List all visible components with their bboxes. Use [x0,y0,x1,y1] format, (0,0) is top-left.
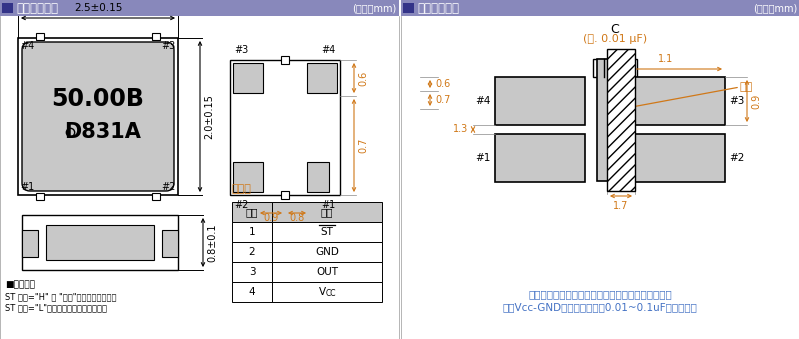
Bar [0,0,399,16]
Text: 0.8: 0.8 [289,213,304,223]
Text: (单位：mm): (单位：mm) [352,3,396,13]
Text: 2: 2 [248,247,256,257]
Text: 2.0±0.15: 2.0±0.15 [204,94,214,139]
Text: 3: 3 [248,267,256,277]
Bar [230,60,340,195]
Bar [22,230,38,257]
Text: 连接: 连接 [320,207,333,217]
Text: 1.3: 1.3 [453,124,468,135]
Text: 0.7: 0.7 [358,138,368,153]
Bar [635,77,725,125]
Text: #3: #3 [161,41,176,51]
Text: ST 引脚="L"：输出为高阻抗，振荡停止: ST 引脚="L"：输出为高阻抗，振荡停止 [5,303,107,312]
Bar [272,202,382,222]
Bar [595,62,611,74]
Bar [281,191,289,199]
Bar [272,242,382,262]
Text: #1: #1 [20,182,34,192]
Text: 0.6: 0.6 [358,71,368,86]
Bar [232,282,272,302]
Text: 50.00B: 50.00B [52,87,145,111]
Text: D831A: D831A [65,122,141,142]
Bar [233,63,263,93]
Text: #2: #2 [729,153,745,163]
Text: #3: #3 [234,45,248,55]
Bar [619,62,635,74]
Bar [495,77,585,125]
Text: #1: #1 [475,153,491,163]
Text: #2: #2 [234,200,248,210]
Text: 引脚: 引脚 [246,207,258,217]
FancyBboxPatch shape [22,42,174,191]
Text: 1.7: 1.7 [614,201,629,211]
Text: OUT: OUT [316,267,338,277]
Bar [232,242,272,262]
Text: CC: CC [326,290,336,299]
Bar [597,59,627,181]
Text: 推荐焊盘尺寸: 推荐焊盘尺寸 [417,1,459,15]
Text: #1: #1 [322,200,336,210]
Bar [46,225,154,260]
Bar [272,222,382,242]
Text: ST 引脚="H" 或 "打开"：指定的频率输出: ST 引脚="H" 或 "打开"：指定的频率输出 [5,292,117,301]
Text: #4: #4 [20,41,34,51]
Bar [281,56,289,64]
Text: 引脚图: 引脚图 [232,184,252,194]
Text: #4: #4 [475,96,491,106]
Bar [233,162,263,192]
Bar [272,262,382,282]
Text: 外部尺寸规格: 外部尺寸规格 [16,1,58,15]
Text: 2.5±0.15: 2.5±0.15 [74,3,122,13]
Bar [232,222,272,242]
Text: #2: #2 [161,182,176,192]
Bar [593,59,613,77]
Text: #4: #4 [322,45,336,55]
Text: C: C [610,23,619,36]
Bar [635,134,725,182]
Bar [2,3,13,13]
Bar [36,193,44,200]
Text: 0.9: 0.9 [264,213,279,223]
Text: 0.7: 0.7 [435,95,451,105]
Bar [403,3,414,13]
Text: 1.1: 1.1 [658,54,674,64]
Text: 电阻: 电阻 [740,82,753,92]
Bar [162,230,178,257]
Bar [232,202,272,222]
Text: 4: 4 [248,287,256,297]
Text: ST: ST [320,227,333,237]
Text: 1: 1 [248,227,256,237]
Text: （在Vcc-GND之间）添加一个0.01~0.1uF的去耦电容: （在Vcc-GND之间）添加一个0.01~0.1uF的去耦电容 [503,302,698,312]
Bar [152,193,160,200]
Bar [22,215,178,270]
Text: GND: GND [315,247,339,257]
Bar [232,262,272,282]
Text: 为了维持稳定运行，在接近晶体产品的电源输入端处: 为了维持稳定运行，在接近晶体产品的电源输入端处 [528,289,672,299]
Text: #3: #3 [729,96,745,106]
Bar [495,134,585,182]
Text: 0.8±0.1: 0.8±0.1 [207,223,217,262]
Bar [607,49,635,191]
Bar [152,33,160,40]
Bar [18,38,178,195]
Text: (例. 0.01 μF): (例. 0.01 μF) [583,34,647,44]
Text: (单位：mm): (单位：mm) [753,3,797,13]
Bar [307,162,329,192]
Text: ■端子说明: ■端子说明 [5,280,35,289]
Bar [617,59,637,77]
Bar [307,63,337,93]
Text: V: V [319,287,325,297]
Text: 0.6: 0.6 [435,79,451,89]
Bar [272,282,382,302]
Bar [401,0,799,16]
Bar [36,33,44,40]
Text: 0.9: 0.9 [751,93,761,108]
